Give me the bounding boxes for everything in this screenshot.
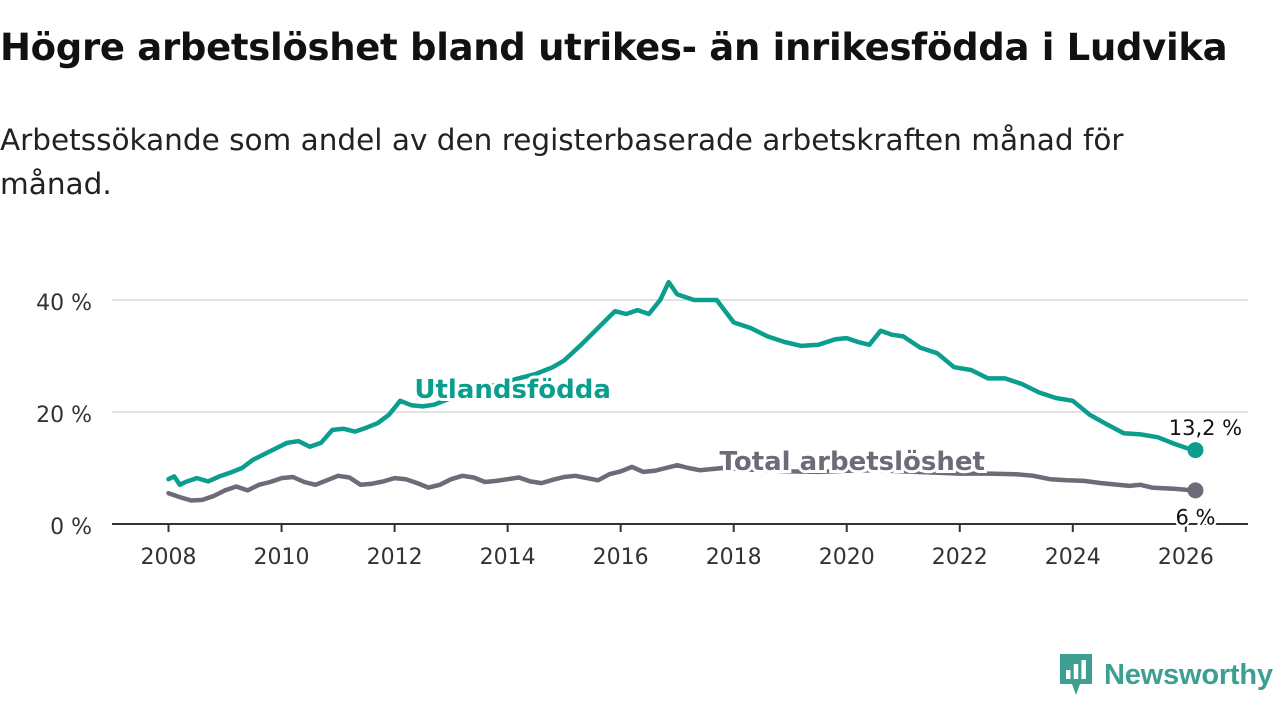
end-value-label: 6 % bbox=[1175, 505, 1215, 529]
y-tick-label: 0 % bbox=[50, 515, 92, 540]
series-labels: Utlandsfödda 13,2 % Total arbetslöshet 6 % bbox=[411, 372, 1244, 532]
series-lines bbox=[166, 279, 1204, 503]
x-tick-label: 2010 bbox=[254, 545, 310, 570]
x-tick-label: 2014 bbox=[480, 545, 536, 570]
newsworthy-logo-icon bbox=[1060, 654, 1092, 695]
x-tick-label: 2012 bbox=[367, 545, 423, 570]
y-tick-label: 20 % bbox=[36, 403, 92, 428]
x-tick-label: 2008 bbox=[141, 545, 197, 570]
x-tick-label: 2016 bbox=[593, 545, 649, 570]
chart-subtitle: Arbetssökande som andel av den registerb… bbox=[0, 123, 1124, 201]
x-tick-label: 2026 bbox=[1158, 545, 1214, 570]
series-end-marker bbox=[1187, 442, 1204, 459]
x-tick-label: 2024 bbox=[1045, 545, 1101, 570]
x-tick-label: 2018 bbox=[706, 545, 762, 570]
x-axis-tick-labels: 2008 2010 2012 2014 2016 2018 2020 2022 2024 2026 bbox=[141, 545, 1214, 570]
series-line-utlandsfodda bbox=[166, 279, 1198, 488]
y-tick-label: 40 % bbox=[36, 291, 92, 316]
series-label: Total arbetslöshet bbox=[720, 447, 985, 477]
x-tick-label: 2020 bbox=[819, 545, 875, 570]
grid-lines bbox=[112, 299, 1248, 413]
x-tick-label: 2022 bbox=[932, 545, 988, 570]
series-label: Utlandsfödda bbox=[414, 375, 611, 405]
end-value-label: 13,2 % bbox=[1169, 416, 1242, 440]
x-axis bbox=[112, 523, 1248, 532]
series-end-marker bbox=[1187, 482, 1204, 499]
brand: Newsworthy bbox=[1058, 654, 1273, 696]
series-line-total bbox=[166, 462, 1198, 503]
brand-name: Newsworthy bbox=[1104, 658, 1273, 691]
chart-title: Högre arbetslöshet bland utrikes- än inr… bbox=[0, 26, 1228, 69]
y-axis-tick-labels: 0 % 20 % 40 % bbox=[36, 291, 92, 540]
